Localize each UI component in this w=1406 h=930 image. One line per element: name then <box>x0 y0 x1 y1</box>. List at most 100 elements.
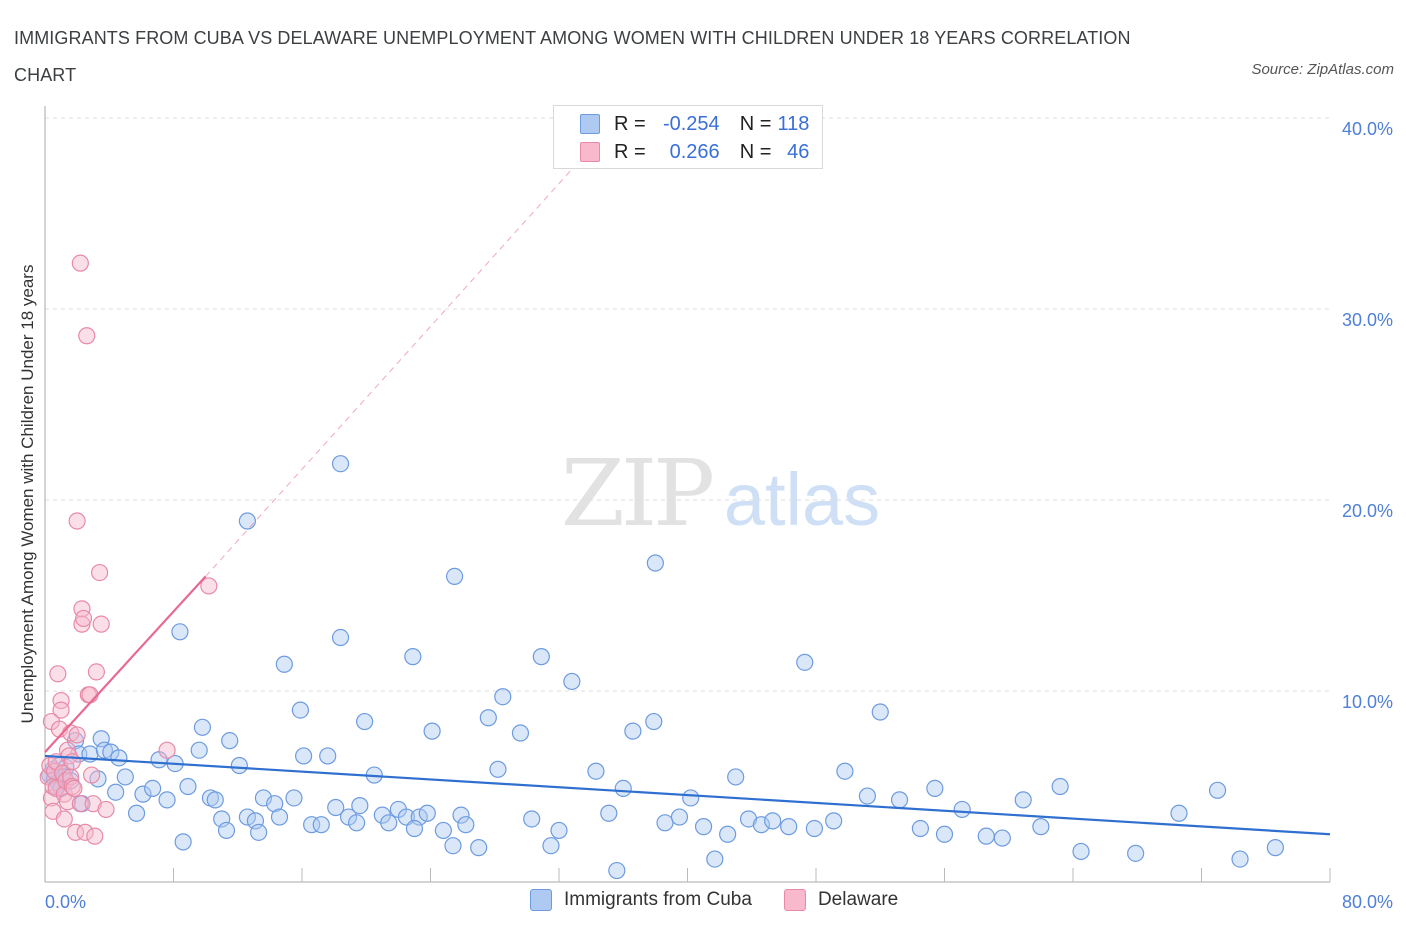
cuba-point <box>331 628 350 647</box>
cuba-point <box>319 747 337 765</box>
delaware-point <box>158 741 176 759</box>
cuba-point <box>646 554 664 572</box>
cuba-point <box>796 653 814 671</box>
delaware-point <box>74 609 93 628</box>
legend-n-label: N = <box>739 112 772 135</box>
cuba-point <box>624 722 642 740</box>
cuba-point <box>511 724 530 742</box>
cuba-point <box>706 850 724 868</box>
delaware-point <box>78 327 96 345</box>
cuba-point <box>418 804 436 822</box>
delaware-point <box>68 512 86 530</box>
delaware-point <box>71 254 89 272</box>
cuba-point <box>380 814 398 832</box>
delaware-trend-line-extension <box>205 165 576 577</box>
delaware-point <box>65 779 83 798</box>
legend-r-label: R = <box>614 140 646 163</box>
delaware-point <box>66 823 85 841</box>
cuba-point <box>682 789 700 807</box>
series-legend-swatch-cuba <box>530 889 552 911</box>
cuba-point <box>935 825 954 843</box>
cuba-point <box>107 783 125 801</box>
chart-title: IMMIGRANTS FROM CUBA VS DELAWARE UNEMPLO… <box>14 28 1131 85</box>
cuba-trend-line <box>44 754 1331 836</box>
cuba-point <box>331 455 350 473</box>
y-tick-label: 40.0% <box>1342 119 1393 139</box>
cuba-point <box>1014 791 1032 809</box>
cuba-point <box>993 829 1011 847</box>
cuba-point <box>911 819 930 838</box>
cuba-point <box>291 701 309 719</box>
delaware-point <box>86 827 104 845</box>
series-legend-item-delaware[interactable]: Delaware <box>783 889 898 911</box>
y-tick-label: 10.0% <box>1342 692 1393 712</box>
cuba-point <box>116 768 134 786</box>
delaware-point <box>87 663 106 681</box>
cuba-point <box>764 812 782 830</box>
cuba-point <box>238 512 256 530</box>
cuba-point <box>719 825 737 843</box>
cuba-point <box>238 808 256 826</box>
series-legend-label-cuba: Immigrants from Cuba <box>564 889 752 910</box>
cuba-point <box>351 796 369 815</box>
cuba-point <box>158 791 176 809</box>
cuba-point <box>327 798 345 817</box>
correlation-legend: R = -0.254 N = 118 R = 0.266 N = 46 <box>553 105 823 169</box>
cuba-point <box>266 795 284 813</box>
delaware-trend-line <box>44 575 207 753</box>
cuba-point <box>1266 839 1284 857</box>
cuba-point <box>587 762 605 780</box>
cuba-point <box>608 861 626 880</box>
y-tick-label: 30.0% <box>1342 310 1393 330</box>
x-tick-label: 0.0% <box>45 892 86 912</box>
cuba-point <box>1231 850 1249 868</box>
y-tick-label: 20.0% <box>1342 501 1393 521</box>
cuba-point <box>312 816 330 834</box>
cuba-point <box>270 808 289 826</box>
cuba-point <box>890 791 909 809</box>
cuba-point <box>563 672 581 691</box>
cuba-point <box>110 749 128 767</box>
delaware-point <box>92 615 110 633</box>
cuba-point <box>434 821 452 840</box>
source-label: Source: ZipAtlas.com <box>1251 61 1394 78</box>
cuba-point <box>303 816 321 834</box>
cuba-point <box>670 808 689 826</box>
cuba-point <box>532 648 550 666</box>
cuba-point <box>171 623 189 641</box>
watermark-zip: ZIP <box>561 440 712 547</box>
cuba-point <box>348 814 366 832</box>
cuba-point <box>645 712 663 731</box>
legend-row-delaware: R = 0.266 N = 46 <box>580 140 809 164</box>
cuba-point <box>445 567 464 586</box>
delaware-point <box>91 563 109 582</box>
cuba-point <box>190 741 208 759</box>
cuba-point <box>1072 842 1090 861</box>
series-legend-item-cuba[interactable]: Immigrants from Cuba <box>530 889 752 911</box>
delaware-point <box>52 701 70 719</box>
legend-r-value-cuba: -0.254 <box>662 112 720 135</box>
cuba-point <box>953 800 971 819</box>
series-legend-swatch-delaware <box>783 889 806 911</box>
delaware-point <box>200 577 218 595</box>
cuba-point <box>95 741 114 759</box>
cuba-point <box>144 779 162 798</box>
delaware-point <box>81 686 99 704</box>
cuba-point <box>405 819 424 838</box>
legend-r-value-delaware: 0.266 <box>669 140 720 163</box>
cuba-point <box>805 819 823 838</box>
series-legend: Immigrants from Cuba Delaware <box>530 889 930 911</box>
cuba-point <box>479 709 497 727</box>
cuba-point <box>977 827 995 845</box>
delaware-point <box>49 665 67 683</box>
delaware-point <box>52 691 70 710</box>
delaware-point <box>68 726 86 744</box>
cuba-point <box>134 785 152 803</box>
delaware-point <box>71 795 89 813</box>
cuba-point <box>1170 804 1188 822</box>
cuba-point <box>452 806 470 824</box>
legend-n-label: N = <box>739 140 772 163</box>
cuba-point <box>230 756 248 775</box>
cuba-point <box>275 655 293 673</box>
